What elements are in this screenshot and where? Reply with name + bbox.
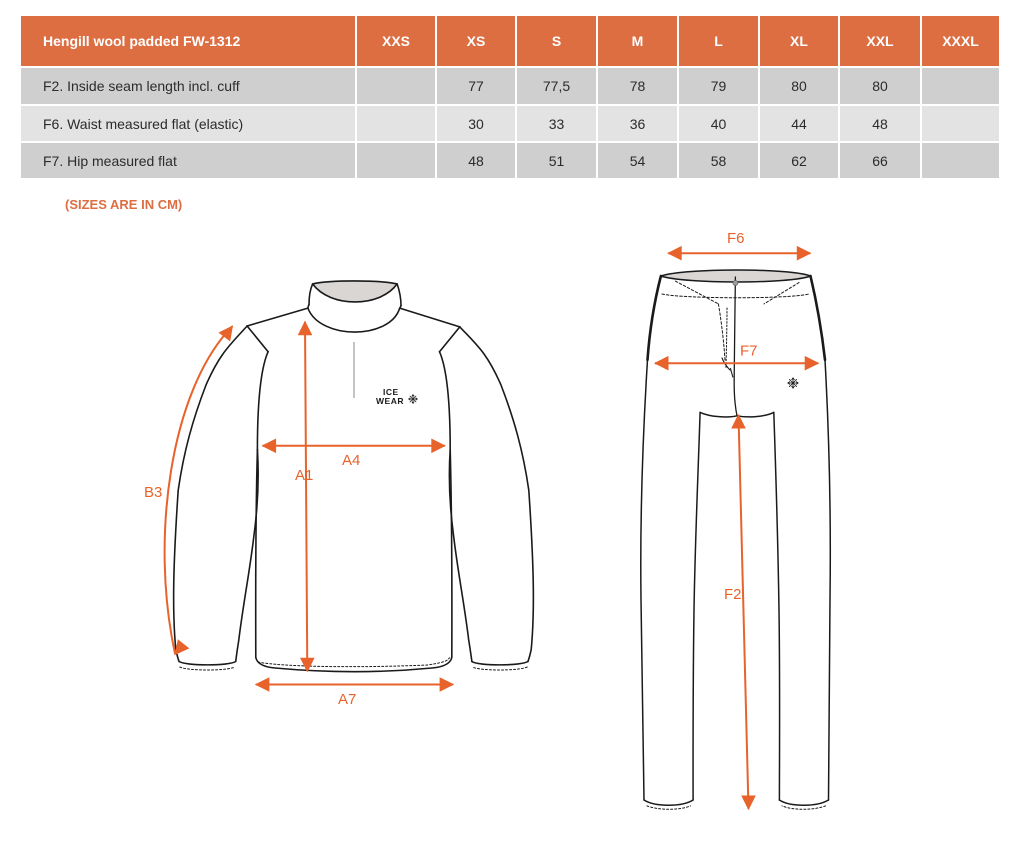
svg-text:WEAR: WEAR <box>376 396 404 406</box>
svg-text:F7: F7 <box>740 343 758 360</box>
svg-text:B3: B3 <box>144 484 162 501</box>
svg-text:F2: F2 <box>724 586 742 603</box>
svg-text:A7: A7 <box>338 691 356 708</box>
svg-text:A4: A4 <box>342 452 360 469</box>
svg-text:A1: A1 <box>295 467 313 484</box>
svg-text:F6: F6 <box>727 230 745 247</box>
